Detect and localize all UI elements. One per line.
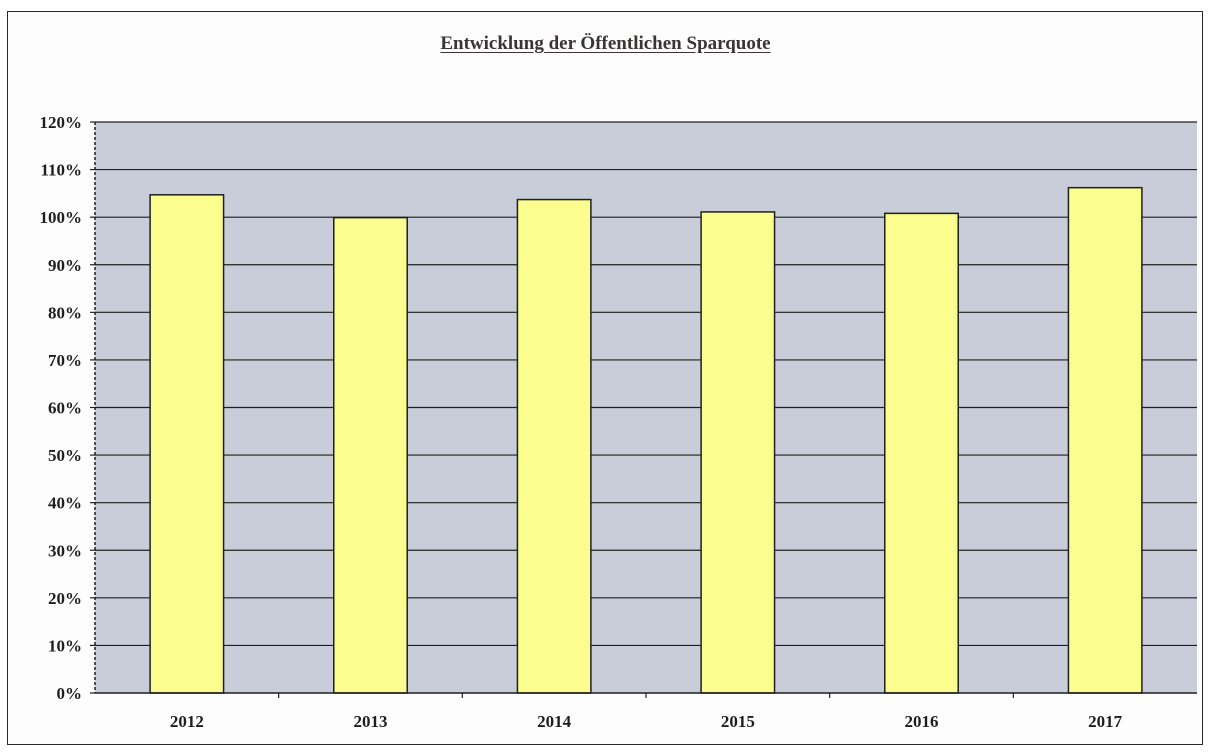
- bar-2015: [700, 211, 776, 694]
- y-tick-label: 60%: [48, 399, 82, 418]
- x-tick-label: 2013: [354, 712, 388, 731]
- x-tick-label: 2016: [905, 712, 939, 731]
- axes: [90, 121, 1197, 698]
- chart-title: Entwicklung der Öffentlichen Sparquote: [440, 33, 771, 54]
- x-tick-label: 2012: [170, 712, 204, 731]
- y-tick-label: 40%: [48, 494, 82, 513]
- gridlines: [95, 121, 1197, 647]
- bar-2017: [1067, 186, 1143, 694]
- x-tick-label: 2015: [721, 712, 755, 731]
- bar-2012: [149, 194, 225, 694]
- bar-2014: [516, 198, 592, 694]
- y-tick-label: 30%: [48, 541, 82, 560]
- y-tick-label: 80%: [48, 303, 82, 322]
- bar-2013: [333, 216, 408, 694]
- y-tick-label: 50%: [48, 446, 82, 465]
- bar-series: [149, 186, 1143, 694]
- y-tick-label: 0%: [57, 684, 83, 703]
- y-tick-label: 70%: [48, 351, 82, 370]
- y-tick-label: 20%: [48, 589, 82, 608]
- y-tick-label: 10%: [48, 636, 82, 655]
- bar-2016: [884, 212, 959, 694]
- y-tick-label: 110%: [40, 161, 82, 180]
- x-tick-label: 2014: [537, 712, 572, 731]
- y-tick-label: 90%: [48, 256, 82, 275]
- y-axis-tick-labels: 0% 10% 20% 30% 40% 50% 60% 70% 80% 90% 100% 110% 120…: [40, 113, 83, 703]
- y-tick-label: 100%: [40, 208, 83, 227]
- x-axis-tick-labels: 2012 2013 2014 2015 2016 2017: [170, 712, 1123, 731]
- x-tick-label: 2017: [1088, 712, 1123, 731]
- y-tick-label: 120%: [40, 113, 83, 132]
